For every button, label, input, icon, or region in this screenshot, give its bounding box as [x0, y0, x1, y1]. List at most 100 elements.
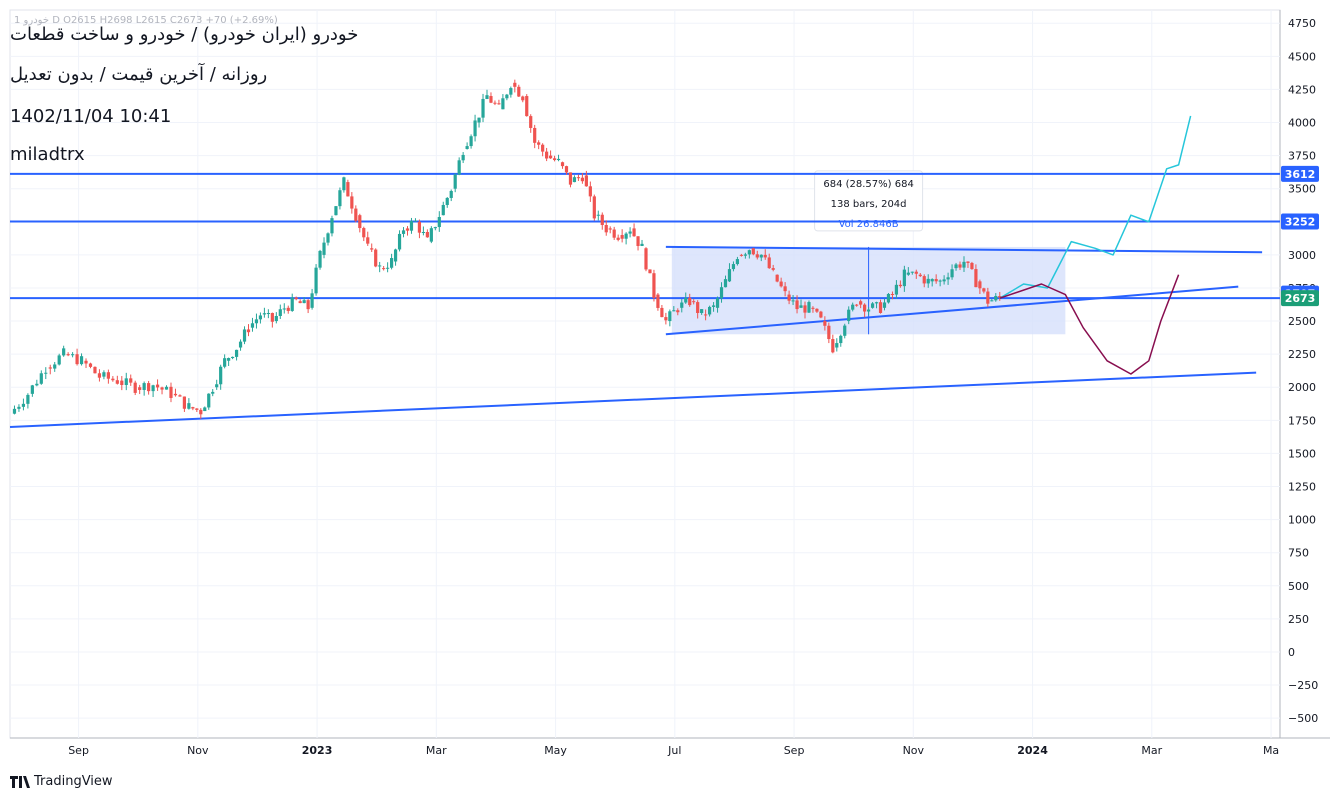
- candle-body: [564, 166, 569, 173]
- candle-body: [803, 305, 807, 313]
- candle-body: [102, 372, 106, 377]
- candle-body: [946, 277, 950, 280]
- candle-body: [688, 297, 692, 306]
- candle-body: [743, 254, 747, 256]
- candle-body: [902, 269, 906, 287]
- candle-body: [142, 383, 146, 390]
- candle-body: [866, 309, 871, 312]
- candle-body: [17, 406, 21, 409]
- candle-body: [811, 307, 815, 309]
- candle-body: [735, 259, 740, 265]
- candle-body: [270, 313, 274, 322]
- candle-body: [370, 248, 374, 250]
- candle-body: [493, 102, 497, 104]
- candle-body: [207, 393, 211, 408]
- measure-label-line: 138 bars, 204d: [831, 199, 907, 210]
- candle-body: [290, 297, 294, 311]
- candle-body: [429, 228, 433, 242]
- candle-body: [990, 300, 994, 302]
- y-tick-label: 2500: [1288, 315, 1316, 328]
- candle-body: [250, 323, 255, 328]
- candle-body: [795, 300, 799, 310]
- candle-body: [616, 237, 620, 240]
- y-tick-label: 4750: [1288, 17, 1316, 30]
- tradingview-brand: TradingView: [34, 774, 113, 789]
- candle-body: [704, 314, 708, 316]
- candle-body: [30, 385, 34, 394]
- candle-body: [282, 308, 286, 310]
- candle-body: [771, 268, 775, 270]
- plot-frame: [9, 9, 1281, 739]
- candle-body: [62, 348, 66, 356]
- candle-body: [53, 364, 57, 369]
- candle-body: [48, 367, 52, 369]
- candle-body: [397, 233, 402, 250]
- candle-body: [914, 271, 918, 274]
- candle-body: [469, 136, 473, 147]
- candle-body: [934, 279, 938, 282]
- candle-body: [338, 190, 342, 207]
- candle-body: [560, 162, 565, 167]
- candle-body: [421, 231, 425, 233]
- candle-body: [930, 279, 934, 282]
- candle-body: [477, 117, 481, 123]
- y-tick-label: 3500: [1288, 183, 1316, 196]
- candle-body: [739, 254, 743, 256]
- candle-body: [362, 228, 366, 238]
- tradingview-logo[interactable]: TradingView: [10, 774, 113, 789]
- candle-body: [334, 206, 338, 216]
- candle-body: [223, 358, 227, 367]
- candle-body: [133, 382, 137, 393]
- candle-body: [445, 197, 449, 205]
- candle-body: [978, 281, 982, 289]
- candle-body: [314, 267, 318, 294]
- candle-body: [366, 237, 370, 244]
- candle-body: [294, 297, 298, 300]
- candle-body: [672, 310, 676, 312]
- candle-body: [164, 386, 169, 390]
- trendline: [665, 245, 1263, 254]
- tradingview-icon: [10, 775, 30, 788]
- candle-body: [219, 366, 223, 385]
- candle-body: [417, 221, 422, 233]
- price-label-box: [1281, 290, 1319, 307]
- candle-body: [115, 380, 119, 384]
- y-tick-label: 3750: [1288, 150, 1316, 163]
- candle-body: [75, 354, 79, 365]
- candle-body: [453, 174, 457, 189]
- candle-body: [668, 311, 672, 322]
- candle-body: [982, 288, 986, 292]
- candle-body: [254, 319, 259, 324]
- candle-body: [584, 175, 588, 187]
- measure-label-line: Vol 26.846B: [839, 219, 899, 230]
- candle-body: [35, 383, 39, 386]
- candle-body: [262, 313, 266, 315]
- candle-body: [863, 304, 867, 312]
- candle-body: [230, 356, 235, 359]
- measure-label-line: 684 (28.57%) 684: [823, 179, 913, 190]
- x-tick-label: Sep: [68, 744, 89, 757]
- candle-body: [620, 235, 624, 239]
- y-tick-label: 1250: [1288, 481, 1316, 494]
- candle-body: [636, 236, 640, 246]
- candle-body: [644, 248, 648, 270]
- candle-body: [525, 96, 529, 117]
- candle-body: [310, 293, 314, 308]
- candle-body: [918, 274, 922, 277]
- x-tick-label: Ma: [1263, 744, 1279, 757]
- candle-body: [106, 372, 110, 379]
- candle-body: [874, 302, 879, 304]
- candle-body: [342, 177, 346, 191]
- candle-body: [178, 395, 182, 397]
- candle-body: [481, 98, 485, 118]
- candle-body: [994, 295, 998, 301]
- y-tick-label: 4000: [1288, 117, 1316, 130]
- candle-body: [401, 230, 406, 234]
- candle-body: [461, 154, 465, 161]
- candle-body: [839, 335, 843, 344]
- candle-body: [173, 393, 178, 396]
- candle-body: [322, 242, 326, 255]
- candle-body: [227, 358, 231, 361]
